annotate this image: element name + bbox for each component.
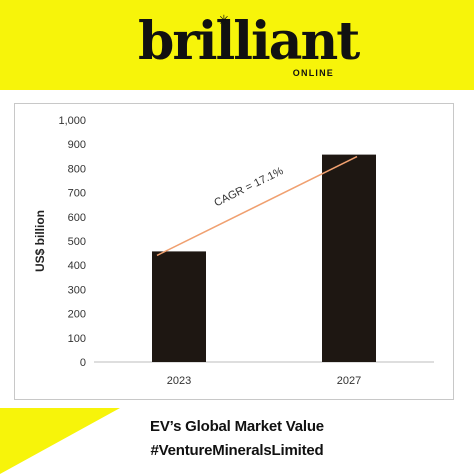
x-tick-label: 2023 xyxy=(167,375,191,387)
bars xyxy=(152,154,376,362)
caption-title: EV’s Global Market Value xyxy=(150,418,324,435)
y-tick-label: 600 xyxy=(68,212,86,224)
y-axis-label: US$ billion xyxy=(33,210,47,272)
y-tick-label: 400 xyxy=(68,260,86,272)
y-tick-label: 700 xyxy=(68,188,86,200)
bar-2027 xyxy=(322,154,376,362)
y-tick-label: 500 xyxy=(68,236,86,248)
y-axis-ticks: 0 100 200 300 400 500 600 700 800 900 1,000 xyxy=(58,115,86,369)
brand-name: brilliant xyxy=(138,11,360,72)
y-tick-label: 800 xyxy=(68,163,86,175)
y-tick-label: 0 xyxy=(80,357,86,369)
chart-frame xyxy=(14,103,454,400)
brand-subtitle: ONLINE xyxy=(292,68,334,78)
y-tick-label: 300 xyxy=(68,284,86,296)
y-tick-label: 1,000 xyxy=(58,115,86,127)
footer-accent-triangle xyxy=(0,408,120,474)
brand-logo: brilliant ✳ ONLINE xyxy=(138,13,360,84)
y-tick-label: 900 xyxy=(68,139,86,151)
cagr-annotation: CAGR = 17.1% xyxy=(212,165,285,209)
cagr-trend-line xyxy=(156,155,358,257)
y-tick-label: 100 xyxy=(68,333,86,345)
brand-star-icon: ✳ xyxy=(218,13,230,29)
x-axis-ticks: 2023 2027 xyxy=(167,375,361,387)
y-tick-label: 200 xyxy=(68,309,86,321)
header-band: brilliant ✳ ONLINE xyxy=(0,0,474,90)
caption-hashtag: #VentureMineralsLimited xyxy=(150,442,324,459)
x-tick-label: 2027 xyxy=(337,375,361,387)
bar-2023 xyxy=(152,251,206,362)
